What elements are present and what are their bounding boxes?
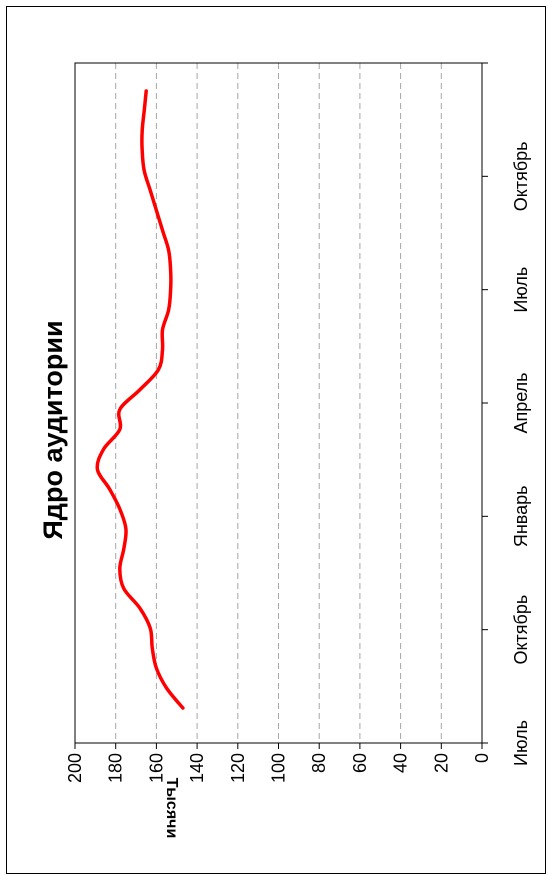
y-tick-label-200: 200 [65,753,85,783]
plot-area: 0 20 40 60 80 100 120 140 160 180 200 Июль Октябрь Ян… [65,62,531,783]
y-tick-label-20: 20 [431,753,451,773]
y-tick-label-140: 140 [187,753,207,783]
y-tick-label-160: 160 [146,753,166,783]
y-tick-label-120: 120 [228,753,248,783]
y-tick-label-100: 100 [269,753,289,783]
series-line-0 [95,89,185,710]
x-tick-label-2: Январь [511,485,531,547]
chart-title: Ядро аудитории [38,320,68,539]
y-tick-label-180: 180 [106,753,126,783]
x-tick-label-5: Октябрь [511,141,531,211]
y-tick-label-40: 40 [391,753,411,773]
y-tick-label-60: 60 [350,753,370,773]
y-tick-label-80: 80 [309,753,329,773]
y-tick-label-0: 0 [472,753,492,763]
chart-frame [6,6,546,874]
x-tick-label-1: Октябрь [511,595,531,665]
y-axis-label: Тысячи [163,778,180,839]
x-tick-label-4: Июль [511,267,531,313]
x-tick-label-0: Июль [511,720,531,766]
x-tick-label-3: Апрель [511,372,531,433]
